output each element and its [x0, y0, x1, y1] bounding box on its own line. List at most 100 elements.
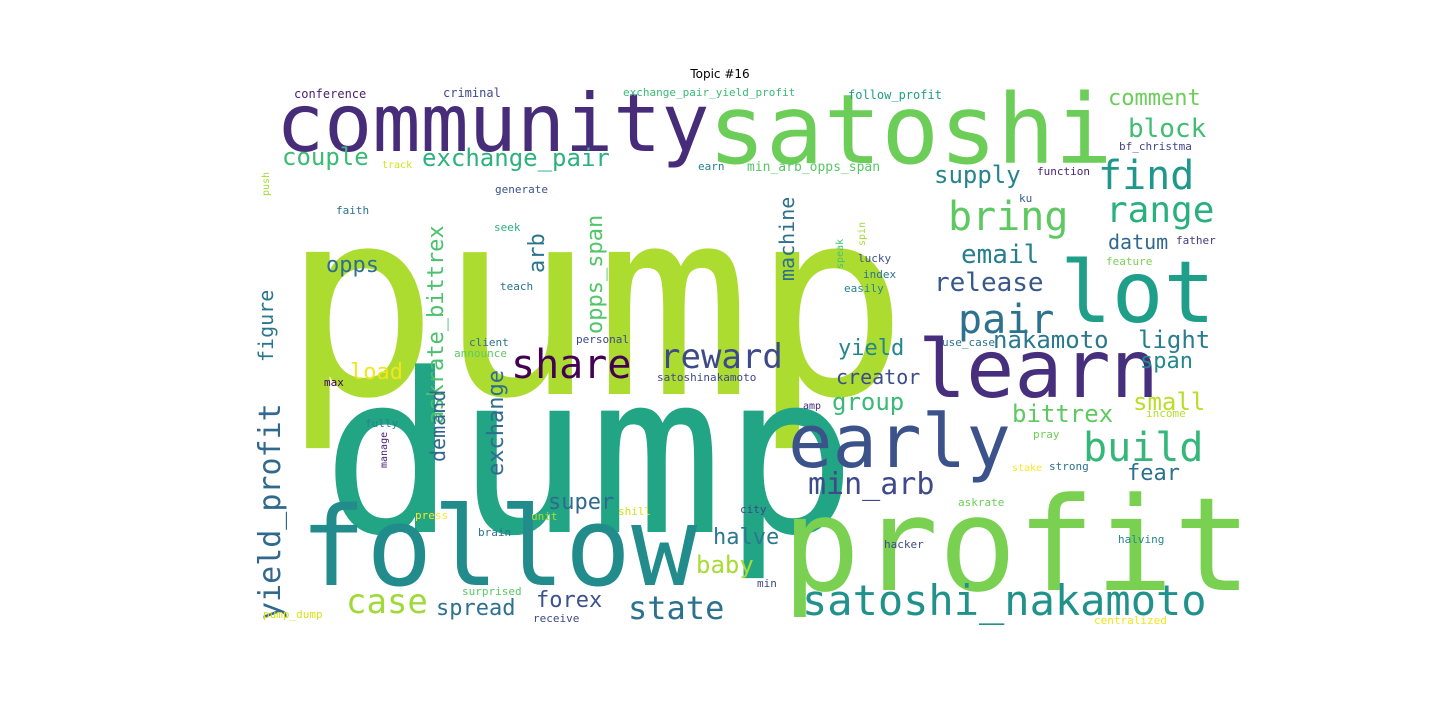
cloud-word: seek	[494, 221, 521, 234]
cloud-word: follow	[300, 483, 698, 611]
cloud-word: super	[548, 490, 615, 515]
cloud-word: halving	[1118, 533, 1165, 546]
cloud-word: function	[1037, 165, 1090, 178]
cloud-word: bf_christma	[1119, 140, 1192, 153]
cloud-word: span	[1140, 349, 1193, 374]
cloud-word: pump	[282, 154, 909, 456]
cloud-word: arb	[525, 233, 550, 273]
cloud-word: creator	[836, 365, 921, 389]
cloud-word: opps_span	[583, 214, 608, 334]
cloud-word: criminal	[443, 86, 501, 100]
cloud-word: satoshi_nakamoto	[802, 576, 1207, 625]
cloud-word: demand	[426, 389, 450, 462]
cloud-word: use_case	[942, 336, 995, 349]
cloud-word: min_arb_opps_span	[747, 160, 881, 175]
cloud-word: lot	[1060, 243, 1216, 343]
cloud-word: hacker	[884, 538, 924, 551]
cloud-word: track	[382, 160, 413, 171]
cloud-word: income	[1146, 407, 1186, 420]
cloud-word: min_arb	[808, 467, 935, 502]
cloud-word: min	[757, 577, 777, 590]
cloud-word: brain	[478, 526, 512, 539]
cloud-word: couple	[282, 143, 369, 171]
cloud-word: opps	[326, 253, 379, 278]
cloud-word: bring	[948, 194, 1069, 240]
cloud-word: small	[1133, 388, 1206, 416]
cloud-word: yield	[838, 336, 905, 361]
cloud-word: father	[1176, 234, 1216, 247]
cloud-word: stake	[1012, 463, 1043, 474]
cloud-word: bittrex	[1012, 400, 1114, 428]
cloud-word: press	[415, 509, 449, 522]
cloud-word: forex	[536, 588, 603, 613]
cloud-word: pump_dump	[263, 608, 323, 621]
cloud-word: askrate	[958, 496, 1005, 509]
cloud-word: figure	[254, 289, 278, 362]
cloud-word: fully	[365, 417, 399, 430]
cloud-word: index	[863, 268, 897, 281]
cloud-word: announce	[454, 347, 507, 360]
cloud-word: case	[346, 582, 428, 622]
cloud-word: early	[788, 399, 1011, 485]
cloud-word: conference	[294, 87, 367, 101]
cloud-word: pray	[1033, 428, 1060, 441]
cloud-word: machine	[775, 196, 799, 281]
cloud-word: satoshi	[708, 74, 1113, 186]
cloud-word: lucky	[858, 252, 892, 265]
cloud-word: manage	[379, 431, 390, 468]
cloud-word: yield_profit	[253, 403, 288, 620]
cloud-word: receive	[533, 612, 580, 625]
cloud-word: city	[740, 503, 767, 516]
cloud-word: spin	[857, 221, 868, 246]
cloud-word: amp	[803, 401, 822, 412]
cloud-word: follow_profit	[848, 88, 942, 102]
cloud-word: supply	[934, 161, 1021, 189]
cloud-word: earn	[698, 160, 725, 173]
cloud-word: dump	[322, 327, 857, 585]
cloud-word: release	[934, 268, 1044, 298]
cloud-word: exchange_pair_yield_profit	[623, 86, 796, 99]
cloud-word: reward	[660, 337, 783, 377]
cloud-word: build	[1083, 425, 1204, 471]
cloud-word: find	[1098, 153, 1195, 199]
cloud-word: profit	[782, 469, 1252, 621]
cloud-word: baby	[696, 551, 754, 579]
cloud-word: strong	[1049, 460, 1089, 473]
cloud-word: client	[469, 336, 509, 349]
cloud-word: spread	[436, 596, 516, 621]
cloud-word: speak	[835, 238, 846, 269]
cloud-word: block	[1128, 114, 1207, 144]
cloud-word: ku	[1019, 192, 1033, 205]
cloud-word: share	[511, 342, 632, 388]
cloud-word: teach	[500, 280, 534, 293]
cloud-word: shill	[618, 505, 652, 518]
cloud-word: easily	[844, 282, 884, 295]
cloud-word: state	[628, 589, 725, 627]
cloud-word: generate	[495, 183, 548, 196]
cloud-word: exchange	[484, 370, 509, 476]
cloud-word: surprised	[462, 585, 522, 598]
cloud-word: faith	[336, 204, 370, 217]
cloud-word: halve	[713, 525, 780, 550]
cloud-word: max	[324, 376, 344, 389]
cloud-word: push	[261, 171, 272, 196]
cloud-word: range	[1106, 190, 1215, 231]
cloud-word: personal	[576, 333, 629, 346]
cloud-word: feature	[1106, 255, 1153, 268]
cloud-word: email	[961, 240, 1040, 270]
cloud-word: comment	[1108, 86, 1201, 111]
chart-title: Topic #16	[690, 67, 750, 81]
cloud-word: pair	[958, 297, 1055, 343]
cloud-word: community	[276, 77, 710, 170]
cloud-word: light	[1138, 326, 1211, 354]
cloud-word: load	[350, 360, 403, 385]
cloud-word: learn	[918, 323, 1159, 416]
cloud-word: centralized	[1094, 614, 1167, 627]
cloud-word: group	[832, 388, 905, 416]
cloud-word: datum	[1108, 230, 1169, 254]
cloud-word: exchange_pair	[422, 144, 610, 172]
cloud-word: satoshinakamoto	[657, 371, 757, 384]
cloud-word: nakamoto	[993, 326, 1109, 354]
cloud-word: unit	[531, 510, 558, 523]
